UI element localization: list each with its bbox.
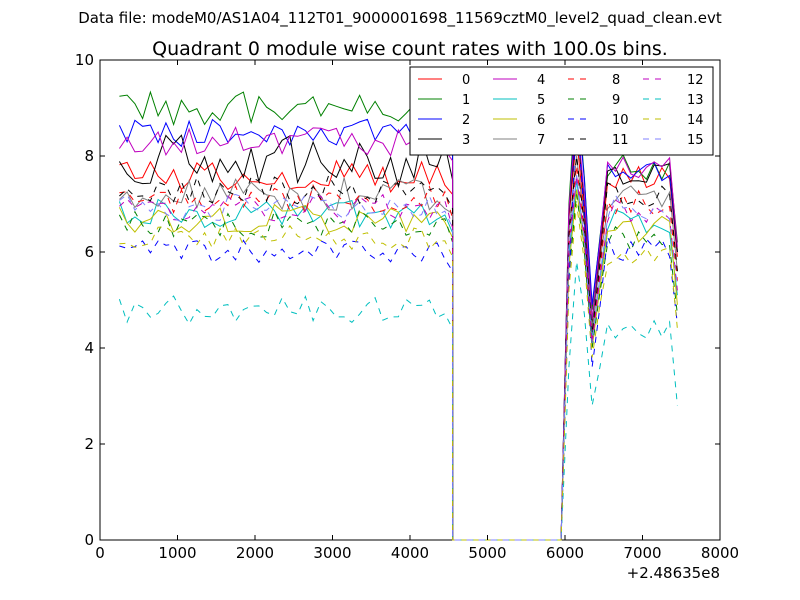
legend-label-10: 10 bbox=[612, 113, 629, 128]
series-line-11 bbox=[119, 155, 678, 541]
y-tick-label: 2 bbox=[84, 435, 94, 453]
legend-label-15: 15 bbox=[687, 133, 704, 148]
legend-label-1: 1 bbox=[462, 93, 470, 108]
series-line-12 bbox=[119, 175, 678, 541]
series-line-7 bbox=[119, 155, 678, 541]
x-tick-label: 4000 bbox=[391, 544, 429, 562]
series-line-0 bbox=[119, 136, 678, 541]
series-line-15 bbox=[119, 175, 678, 541]
x-tick-label: 0 bbox=[95, 544, 105, 562]
x-tick-label: 6000 bbox=[546, 544, 584, 562]
legend-label-3: 3 bbox=[462, 133, 470, 148]
legend-label-11: 11 bbox=[612, 133, 629, 148]
legend-label-9: 9 bbox=[612, 93, 620, 108]
chart-suptitle: Data file: modeM0/AS1A04_112T01_90000016… bbox=[78, 9, 722, 28]
legend-label-12: 12 bbox=[687, 73, 704, 88]
y-tick-label: 0 bbox=[84, 531, 94, 549]
legend-label-8: 8 bbox=[612, 73, 620, 88]
legend-frame bbox=[409, 66, 714, 156]
legend-label-7: 7 bbox=[537, 133, 545, 148]
series-line-13 bbox=[118, 261, 678, 541]
series-line-3 bbox=[118, 122, 678, 541]
series-line-4 bbox=[118, 112, 678, 541]
legend-label-5: 5 bbox=[537, 93, 545, 108]
chart-title: Quadrant 0 module wise count rates with … bbox=[152, 38, 668, 60]
series-line-10 bbox=[119, 107, 678, 541]
legend-label-2: 2 bbox=[462, 113, 470, 128]
y-tick-label: 4 bbox=[84, 339, 94, 357]
y-tick-label: 8 bbox=[84, 147, 94, 165]
x-tick-label: 7000 bbox=[623, 544, 661, 562]
legend-label-4: 4 bbox=[537, 73, 545, 88]
legend-label-6: 6 bbox=[537, 113, 545, 128]
series-layer bbox=[118, 83, 678, 541]
y-tick-label: 6 bbox=[84, 243, 94, 261]
x-tick-label: 5000 bbox=[468, 544, 506, 562]
legend-label-14: 14 bbox=[687, 113, 704, 128]
x-tick-label: 1000 bbox=[158, 544, 196, 562]
x-offset-label: +2.48635e8 bbox=[627, 564, 720, 582]
series-line-14 bbox=[119, 203, 678, 541]
x-tick-label: 3000 bbox=[313, 544, 351, 562]
x-tick-label: 8000 bbox=[701, 544, 739, 562]
x-tick-label: 2000 bbox=[236, 544, 274, 562]
y-tick-label: 10 bbox=[75, 51, 94, 69]
legend-label-13: 13 bbox=[687, 93, 704, 108]
legend-label-0: 0 bbox=[462, 73, 470, 88]
